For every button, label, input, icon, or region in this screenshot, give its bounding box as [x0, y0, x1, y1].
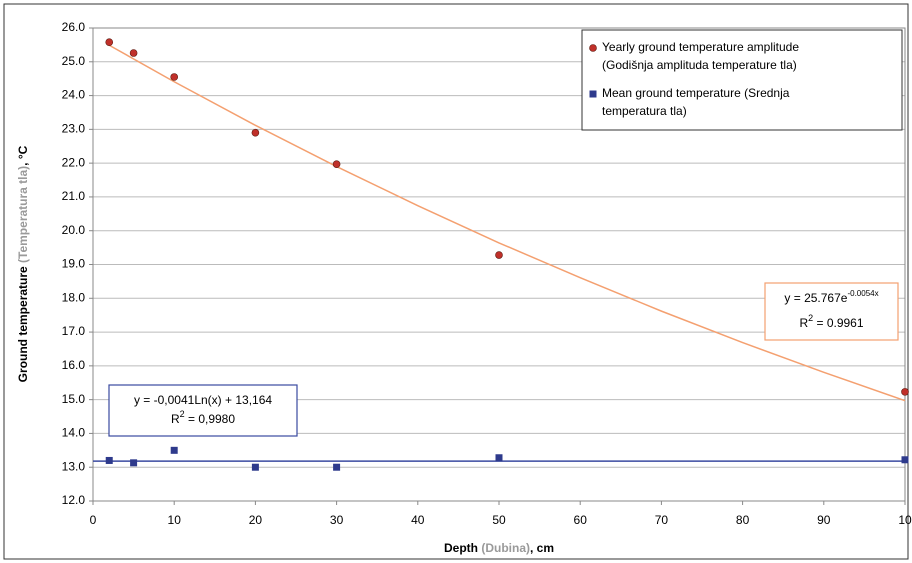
legend-box: [581, 29, 903, 131]
y-tick-label: 21.0: [62, 189, 86, 203]
r2-sup: 2: [180, 409, 185, 419]
y-tick-label: 12.0: [62, 493, 86, 507]
r-squared: R2 = 0,9980: [171, 409, 235, 426]
r2-rest: = 0.9961: [813, 316, 864, 330]
y-tick-label: 20.0: [62, 223, 86, 237]
y-tick-label: 23.0: [62, 122, 86, 136]
point: [332, 160, 341, 168]
trend-line: [108, 44, 906, 402]
x-tick-label: 10: [898, 513, 912, 527]
equation-box: [108, 384, 298, 437]
y-tick-label: 16.0: [62, 358, 86, 372]
y-tick-label: 24.0: [62, 88, 86, 102]
legend-label: temperatura tla): [602, 104, 687, 118]
y-axis-title: Ground temperature (Temperatura tla), °C: [16, 145, 30, 382]
r2-rest: = 0,9980: [185, 412, 236, 426]
r2-base: R: [171, 412, 180, 426]
equation-box: [764, 282, 899, 341]
x-tick-label: 80: [736, 513, 750, 527]
r-squared: R2 = 0.9961: [799, 313, 863, 330]
x-tick-label: 70: [655, 513, 669, 527]
y-title-note: (Temperatura tla): [16, 166, 30, 263]
point: [130, 459, 138, 467]
equation: y = -0,0041Ln(x) + 13,164: [134, 393, 272, 407]
point: [170, 446, 178, 454]
x-title-unit: , cm: [530, 541, 554, 555]
x-tick-label: 10: [168, 513, 182, 527]
point: [333, 463, 341, 471]
equation-base: y = -0,0041Ln(x) + 13,164: [134, 393, 272, 407]
y-tick-label: 25.0: [62, 54, 86, 68]
x-axis-title: Depth (Dubina), cm: [444, 541, 554, 555]
y-tick-label: 13.0: [62, 459, 86, 473]
x-title-main: Depth: [444, 541, 481, 555]
y-tick-label: 18.0: [62, 290, 86, 304]
legend-label: (Godišnja amplituda temperature tla): [602, 58, 797, 72]
y-tick-label: 19.0: [62, 257, 86, 271]
r2-sup: 2: [808, 313, 813, 323]
point: [251, 128, 260, 137]
point: [251, 463, 259, 471]
legend-label: Mean ground temperature (Srednja: [602, 86, 790, 100]
y-tick-label: 15.0: [62, 392, 86, 406]
legend-label: Yearly ground temperature amplitude: [602, 40, 799, 54]
y-title-main: Ground temperature: [16, 263, 30, 382]
x-tick-label: 40: [411, 513, 425, 527]
point: [495, 454, 503, 462]
equation-sup: -0.0054x: [847, 289, 878, 298]
point: [901, 456, 909, 464]
y-tick-label: 26.0: [62, 20, 86, 34]
r2-base: R: [799, 316, 808, 330]
x-tick-label: 30: [330, 513, 344, 527]
x-title-note: (Dubina): [481, 541, 530, 555]
x-tick-label: 0: [90, 513, 97, 527]
point: [105, 456, 113, 464]
equation-base: y = 25.767e: [784, 291, 847, 305]
y-title-unit: , °C: [16, 145, 30, 165]
legend-marker: [589, 90, 597, 98]
y-tick-label: 14.0: [62, 426, 86, 440]
y-tick-label: 17.0: [62, 324, 86, 338]
x-tick-label: 50: [492, 513, 506, 527]
point: [105, 38, 114, 46]
x-tick-label: 20: [249, 513, 263, 527]
point: [901, 388, 909, 396]
y-tick-label: 22.0: [62, 155, 86, 169]
legend-marker: [589, 44, 597, 52]
x-tick-label: 90: [817, 513, 831, 527]
point: [129, 49, 138, 57]
point: [495, 251, 503, 259]
x-tick-label: 60: [574, 513, 588, 527]
equation: y = 25.767e-0.0054x: [784, 289, 878, 305]
point: [170, 73, 178, 81]
